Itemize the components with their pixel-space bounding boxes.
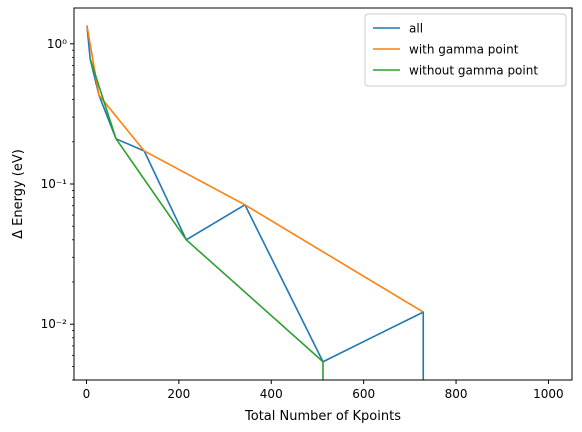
- y-tick-label: 10⁰: [47, 37, 67, 51]
- x-tick-label: 800: [445, 387, 468, 401]
- series-layer: [86, 25, 425, 380]
- x-tick-label: 200: [167, 387, 190, 401]
- x-tick-label: 600: [352, 387, 375, 401]
- x-tick-label: 400: [260, 387, 283, 401]
- plot-frame: [73, 7, 573, 381]
- legend-label-1: with gamma point: [409, 43, 519, 57]
- y-axis: 10⁰ 10⁻¹ 10⁻²: [41, 37, 74, 381]
- x-tick-label: 0: [83, 387, 91, 401]
- y-axis-label: Δ Energy (eV): [11, 149, 26, 239]
- legend-label-2: without gamma point: [409, 64, 538, 78]
- x-axis: 0 200 400 600 800 1000: [83, 380, 564, 401]
- legend-label-0: all: [409, 22, 423, 36]
- x-tick-label: 1000: [533, 387, 564, 401]
- y-tick-label: 10⁻²: [41, 317, 68, 331]
- series-line-0: [86, 25, 425, 380]
- x-axis-label: Total Number of Kpoints: [244, 409, 401, 424]
- series-line-2: [89, 58, 324, 380]
- legend: all with gamma point without gamma point: [364, 13, 567, 87]
- y-tick-label: 10⁻¹: [41, 177, 68, 191]
- legend-box: [364, 13, 567, 87]
